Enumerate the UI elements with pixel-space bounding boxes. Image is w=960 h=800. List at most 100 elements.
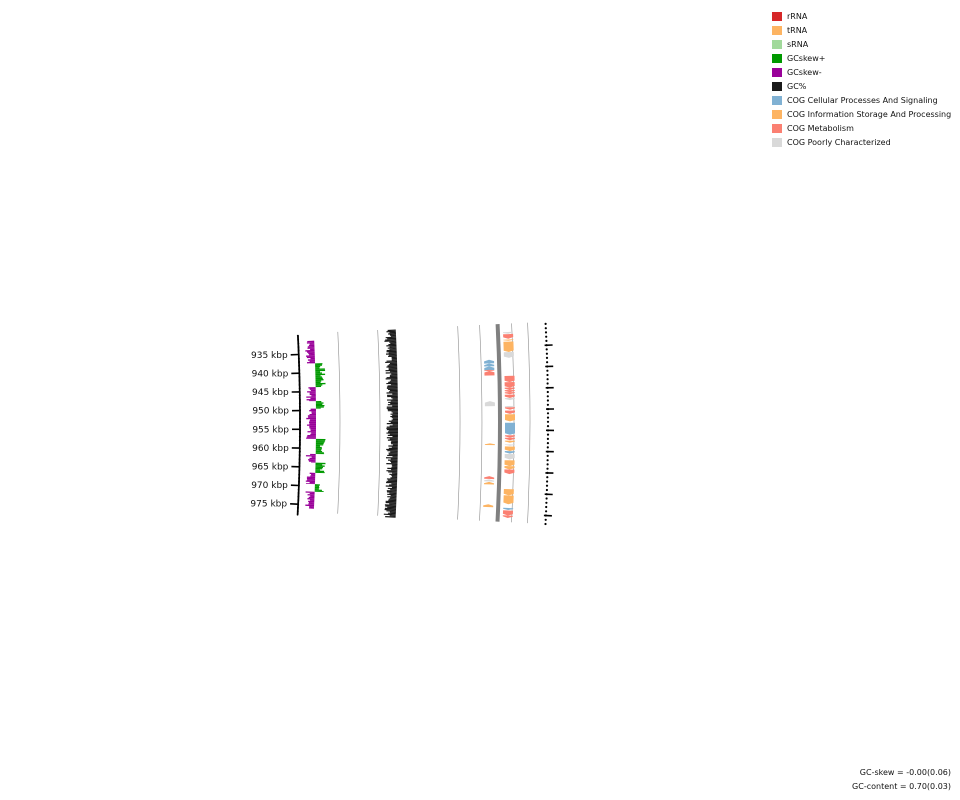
gc-content-bar	[390, 477, 398, 479]
ruler-tick-label: 950 kbp	[252, 407, 289, 417]
gc-skew-bar	[308, 500, 315, 503]
gc-skew-bar	[307, 359, 315, 361]
outer-scale-dot	[546, 403, 550, 406]
gc-content-bar	[388, 452, 398, 454]
gc-content-bar	[387, 404, 398, 406]
gc-content-bar	[392, 456, 398, 458]
gene-arrow	[484, 366, 495, 371]
gc-content-bar	[386, 387, 398, 389]
outer-scale-dot	[546, 373, 549, 377]
gc-content-bar	[388, 445, 398, 447]
gc-content-bar	[389, 346, 397, 348]
gc-content-bar	[385, 516, 396, 518]
gc-content-bar	[388, 355, 397, 358]
outer-scale-dot	[545, 484, 549, 487]
gc-content-bar	[388, 391, 398, 393]
gc-skew-bar	[315, 364, 323, 366]
gc-content-bar	[387, 467, 398, 470]
outer-scale-dot	[545, 348, 548, 351]
gc-skew-bar	[315, 453, 325, 455]
ruler-tick-label: 970 kbp	[251, 481, 288, 491]
legend-swatch	[772, 109, 782, 119]
gc-content-bar	[387, 399, 398, 401]
gc-skew-bar	[306, 341, 315, 344]
gc-skew-bar	[315, 369, 326, 372]
gc-skew-bar	[309, 413, 316, 416]
gc-content-bar	[388, 381, 398, 383]
gc-content-bar	[387, 365, 398, 367]
gc-skew-bar	[305, 480, 316, 483]
gc-content-bar	[387, 385, 398, 387]
legend-swatch	[772, 95, 782, 105]
gc-content-bar	[386, 344, 397, 347]
gc-content-bar	[389, 362, 398, 365]
gene-arrow	[484, 369, 495, 372]
gc-skew-bar	[309, 499, 315, 501]
gc-content-bar	[388, 333, 396, 335]
gc-content-bar	[391, 443, 398, 445]
outer-scale-dot	[545, 335, 548, 338]
gc-skew-bar	[311, 395, 316, 397]
gc-content-bar	[386, 392, 398, 394]
gc-content-bar	[389, 331, 396, 334]
guide-arc-0	[337, 331, 341, 514]
gene-arrow	[484, 359, 495, 364]
gc-content-bar	[391, 411, 398, 413]
legend-item: GCskew+	[772, 51, 951, 65]
legend-label: COG Cellular Processes And Signaling	[787, 95, 938, 105]
gc-content-bar	[390, 451, 398, 453]
gc-skew-bar	[315, 452, 324, 454]
gc-content-bar	[386, 426, 398, 428]
gc-content-bar	[391, 483, 398, 485]
gc-skew-bar	[311, 432, 316, 434]
gene-arrow	[504, 460, 515, 467]
legend-item: tRNA	[772, 23, 951, 37]
gc-skew-bar	[308, 459, 316, 461]
gc-content-bar	[387, 434, 398, 437]
gc-content-bar	[391, 446, 398, 448]
gc-skew-bar	[309, 393, 316, 396]
ruler-tick-label: 975 kbp	[250, 500, 287, 510]
gc-skew-bar	[308, 496, 315, 499]
ruler-tick-label: 945 kbp	[252, 388, 289, 398]
gc-content-bar	[389, 492, 397, 495]
gc-skew-bar	[315, 440, 326, 442]
gc-content-bar	[391, 396, 398, 399]
gc-skew-bar	[314, 486, 320, 489]
gc-content-bar	[385, 500, 397, 503]
gc-skew-bar	[309, 506, 315, 508]
gc-skew-bar	[307, 345, 315, 348]
gc-content-bar	[386, 481, 398, 484]
gc-skew-bar	[315, 381, 321, 384]
legend-item: COG Poorly Characterized	[772, 135, 951, 149]
kbp-ruler: 935 kbp 940 kbp 945 kbp 950 kbp 955 kbp 960 k…	[250, 322, 555, 526]
legend-swatch	[772, 123, 782, 133]
gc-skew-bar	[309, 360, 316, 362]
gc-content-bar	[388, 420, 398, 422]
gc-skew-bar	[314, 489, 322, 492]
gc-skew-bar	[315, 446, 322, 449]
gc-content-bar	[391, 469, 398, 471]
gene-arrow	[484, 370, 495, 376]
outer-scale-dot	[546, 378, 549, 381]
gc-content-bar	[392, 414, 398, 416]
gc-skew-bar	[309, 343, 315, 345]
gc-content-bar	[391, 461, 398, 464]
gc-skew-bar	[315, 406, 324, 408]
outer-scale-dot	[545, 510, 548, 513]
gc-content-bar	[391, 419, 398, 421]
outer-scale-dot	[545, 352, 549, 355]
gc-skew-bar	[309, 392, 316, 394]
gc-content-bar	[388, 363, 398, 366]
gc-skew-bar	[314, 484, 320, 486]
legend-label: sRNA	[787, 39, 809, 49]
gc-skew-bar	[315, 407, 321, 409]
gc-skew-bar	[307, 498, 315, 500]
gc-content-bar	[390, 421, 398, 424]
outer-scale-dot	[546, 361, 549, 364]
guide-arc-5	[527, 322, 531, 524]
gene-arrow	[504, 407, 515, 410]
gc-skew-bar	[307, 435, 316, 437]
outer-scale-dot	[546, 446, 549, 449]
ruler-tick-label: 935 kbp	[251, 351, 288, 361]
